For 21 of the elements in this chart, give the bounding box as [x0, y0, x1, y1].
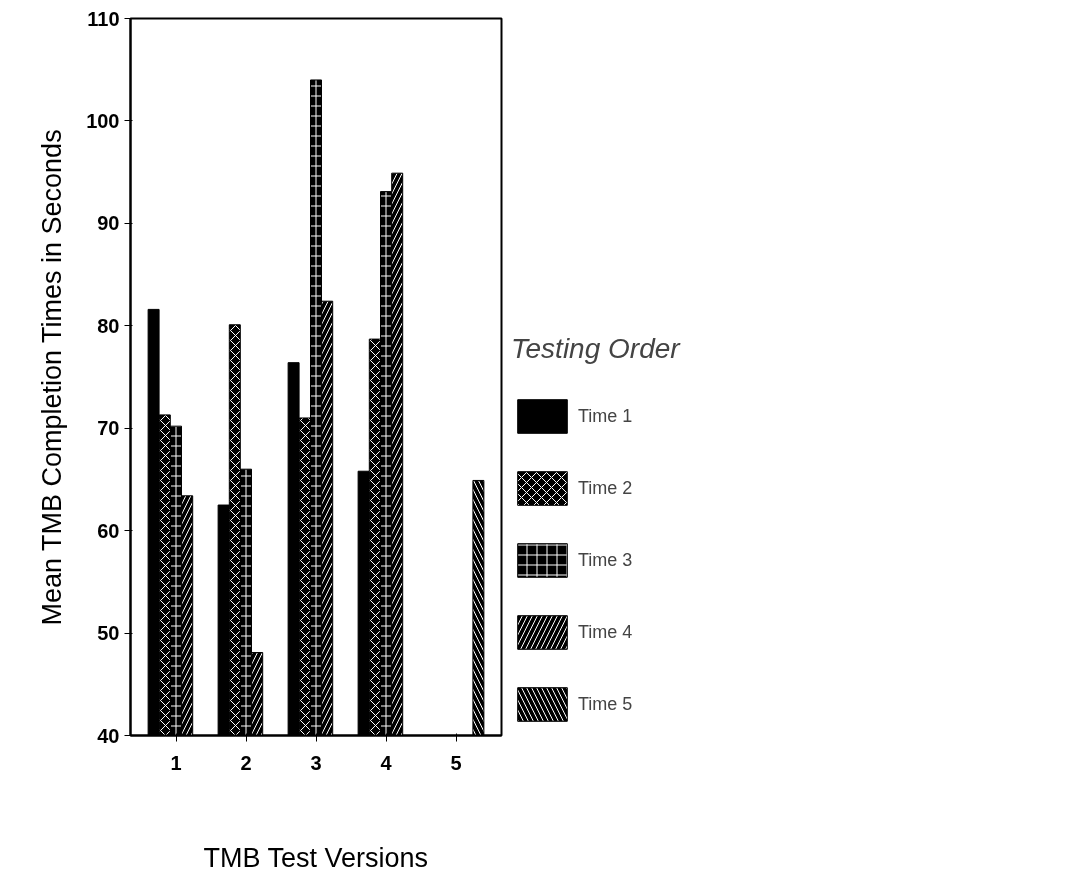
y-tick-label: 40 — [97, 724, 120, 747]
y-tick-label: 80 — [97, 314, 120, 337]
x-tick-label: 3 — [310, 751, 322, 774]
x-axis-title: TMB Test Versions — [203, 842, 429, 873]
legend-label: Time 4 — [578, 621, 633, 643]
legend-label: Time 3 — [578, 549, 633, 571]
legend-label: Time 1 — [578, 405, 633, 427]
y-tick-label: 70 — [97, 417, 120, 440]
y-tick-label: 100 — [86, 109, 120, 132]
x-tick-label: 4 — [380, 751, 393, 774]
y-tick-label: 110 — [87, 7, 120, 30]
x-tick-label: 1 — [170, 751, 182, 774]
x-tick-label: 2 — [240, 751, 252, 774]
y-tick-label: 50 — [97, 622, 120, 645]
x-tick-label: 5 — [450, 751, 462, 774]
legend-title: Testing Order — [511, 333, 680, 365]
legend-label: Time 2 — [578, 477, 633, 499]
legend-label: Time 5 — [578, 693, 633, 715]
y-tick-label: 90 — [97, 212, 120, 235]
y-tick-label: 60 — [97, 519, 120, 542]
y-axis-title: Mean TMB Completion Times in Seconds — [37, 129, 68, 626]
